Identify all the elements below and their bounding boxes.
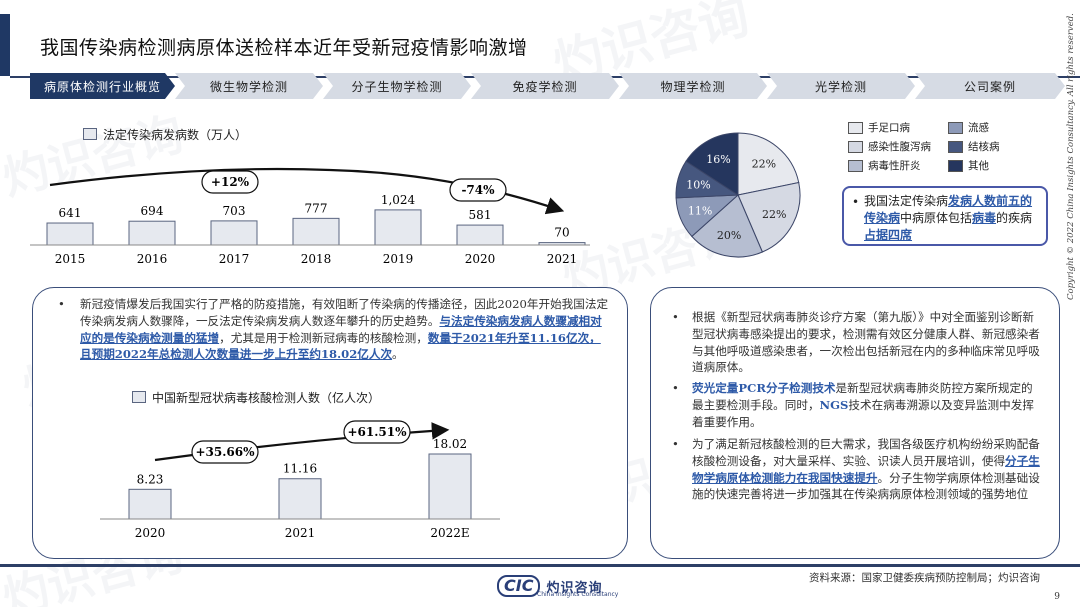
- chart2-annotation: +61.51%: [347, 425, 407, 439]
- section-tabs: 病原体检测行业概览 微生物学检测 分子生物学检测 免疫学检测 物理学检测 光学检…: [30, 73, 1065, 99]
- chart2-annotation: +35.66%: [195, 445, 255, 459]
- pie-slice-label: 10%: [686, 178, 710, 191]
- left-paragraph-body: 新冠疫情爆发后我国实行了严格的防疫措施，有效阻断了传染病的传播途径，因此2020…: [80, 297, 609, 362]
- pie-legend-item: 病毒性肝炎: [848, 158, 921, 173]
- tab-microbiology[interactable]: 微生物学检测: [175, 73, 323, 99]
- tab-company-cases[interactable]: 公司案例: [915, 73, 1065, 99]
- chart2-category-label: 2022E: [430, 526, 469, 540]
- chart1-value-label: 694: [141, 204, 164, 218]
- chart2-category-label: 2020: [135, 526, 166, 540]
- chart1-category-label: 2015: [55, 252, 86, 266]
- pie-slice-label: 11%: [688, 205, 712, 218]
- chart2-bar: [428, 453, 472, 520]
- source-note: 资料来源：国家卫健委疾病预防控制局；灼识咨询: [809, 572, 1040, 584]
- chart1-bar: [128, 220, 176, 246]
- chart2-value-label: 8.23: [137, 472, 164, 486]
- right-paragraph-3: 为了满足新冠核酸检测的巨大需求，我国各级医疗机构纷纷采购配备核酸检测设备，对大量…: [692, 437, 1040, 502]
- pie-slice: [685, 132, 739, 196]
- pie-legend-item: 结核病: [948, 139, 1000, 154]
- right-bullet: •: [672, 437, 679, 451]
- pie-slice-label: 22%: [752, 157, 776, 170]
- chart1-bar: [292, 217, 340, 246]
- right-bullet: •: [672, 310, 679, 324]
- company-logo: CIC 灼识咨询 China Insights Consultancy: [497, 575, 618, 598]
- chart2-annotation-pill: +35.66%: [191, 440, 259, 464]
- chart2-legend-swatch: [132, 391, 146, 403]
- pie-slice: [737, 181, 801, 253]
- key-insight-callout: • 我国法定传染病发病人数前五的传染病中病原体包括病毒的疾病占据四席: [842, 186, 1048, 246]
- tab-immunology[interactable]: 免疫学检测: [471, 73, 619, 99]
- chart1-category-label: 2019: [383, 252, 414, 266]
- chart1-bar: [456, 224, 504, 246]
- pie-legend-item: 感染性腹泻病: [848, 139, 931, 154]
- pie-slice-label: 16%: [706, 153, 730, 166]
- pie-slice: [737, 132, 800, 196]
- pie-legend-swatch: [848, 159, 863, 172]
- tab-molecular-biology[interactable]: 分子生物学检测: [323, 73, 471, 99]
- chart1-value-label: 777: [305, 201, 328, 215]
- pie-legend-swatch: [948, 140, 963, 153]
- left-paragraph: •: [58, 297, 65, 311]
- chart1-bar: [374, 209, 422, 246]
- chart1-annotation-pill: +12%: [201, 170, 259, 194]
- chart1-category-label: 2016: [137, 252, 168, 266]
- chart1-legend-swatch: [83, 128, 97, 140]
- pie-slice-label: 20%: [717, 229, 741, 242]
- chart1-value-label: 703: [223, 204, 246, 218]
- page-number: 9: [1054, 592, 1060, 602]
- pie-legend-swatch: [948, 121, 963, 134]
- chart1-value-label: 641: [59, 206, 82, 220]
- pie-legend-item: 流感: [948, 120, 989, 135]
- chart1-value-label: 581: [469, 208, 492, 222]
- chart1-bar: [46, 222, 94, 246]
- footer-rule: [0, 564, 1080, 567]
- pie-legend-swatch: [948, 159, 963, 172]
- copyright-notice: Copyright © 2022 China Insights Consulta…: [1066, 13, 1076, 300]
- chart2-value-label: 11.16: [283, 462, 317, 476]
- right-text-panel: [650, 287, 1060, 559]
- chart1-trend-arrow: [49, 167, 331, 187]
- chart-disease-share-pie: 22% 22% 20% 11% 10% 16%: [675, 132, 801, 258]
- tab-overview[interactable]: 病原体检测行业概览: [30, 73, 175, 99]
- pie-slice-label: 22%: [762, 208, 786, 221]
- bullet-dot: •: [852, 195, 860, 209]
- tab-physics[interactable]: 物理学检测: [619, 73, 767, 99]
- chart2-value-label: 18.02: [433, 437, 467, 451]
- chart1-category-label: 2020: [465, 252, 496, 266]
- chart1-value-label: 1,024: [381, 193, 416, 207]
- chart1-annotation-pill: -74%: [449, 178, 507, 202]
- pie-legend-item: 手足口病: [848, 120, 910, 135]
- chart-covid-nucleic-tests: 8.23 2020 11.16 2021 18.02 2022E +35.66% +61.…: [100, 420, 500, 540]
- page-title: 我国传染病检测病原体送检样本近年受新冠疫情影响激增: [40, 37, 528, 59]
- right-paragraph-2: 荧光定量PCR分子检测技术是新型冠状病毒肺炎防控方案所规定的最主要检测手段。同时…: [692, 381, 1034, 429]
- left-text-panel: [32, 287, 628, 559]
- right-paragraph-1: 根据《新型冠状病毒肺炎诊疗方案（第九版）》中对全面鉴别诊断新型冠状病毒感染提出的…: [692, 310, 1040, 375]
- chart2-bar: [278, 478, 322, 520]
- chart1-annotation: -74%: [461, 183, 495, 197]
- pie-legend-item: 其他: [948, 158, 989, 173]
- chart2-annotation-pill: +61.51%: [343, 420, 411, 444]
- chart1-annotation: +12%: [211, 175, 250, 189]
- tab-optics[interactable]: 光学检测: [767, 73, 915, 99]
- right-bullet: •: [672, 381, 679, 395]
- title-accent-bar: [0, 14, 10, 76]
- chart1-value-label: 70: [554, 226, 569, 240]
- chart1-category-label: 2021: [547, 252, 578, 266]
- chart1-legend-label: 法定传染病发病数（万人）: [103, 128, 248, 142]
- pie-legend: 手足口病 流感 感染性腹泻病 结核病 病毒性肝炎 其他: [848, 120, 1038, 176]
- pie-legend-swatch: [848, 121, 863, 134]
- chart-infectious-disease-cases: 641 2015 694 2016 703 2017 777 2018 1,024 2019 581…: [30, 167, 590, 266]
- chart1-bar: [210, 220, 258, 246]
- chart2-bar: [128, 488, 172, 520]
- chart1-category-label: 2018: [301, 252, 332, 266]
- pie-slice: [691, 194, 764, 258]
- chart1-trend-arrow-down: [329, 168, 565, 215]
- chart1-category-label: 2017: [219, 252, 250, 266]
- chart2-category-label: 2021: [285, 526, 316, 540]
- chart2-legend-label: 中国新型冠状病毒核酸检测人数（亿人次）: [152, 391, 381, 405]
- pie-legend-swatch: [848, 140, 863, 153]
